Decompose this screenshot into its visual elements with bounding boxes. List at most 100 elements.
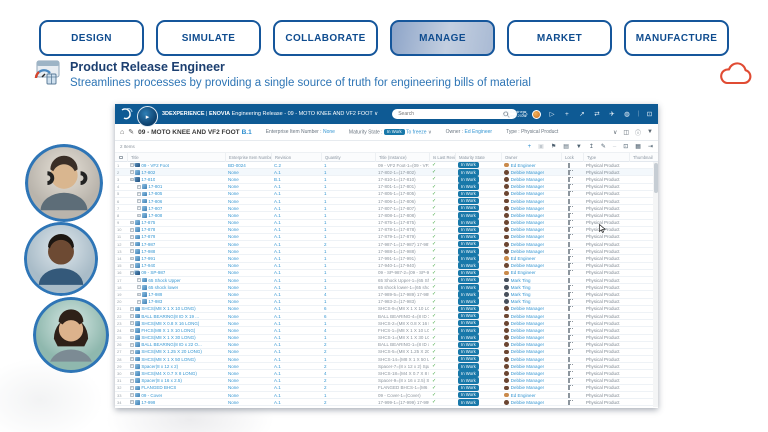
row-quantity[interactable]: 2 xyxy=(324,349,327,355)
table-row[interactable]: 30 + SHCS(M4 X 0.7 X 8 LONG) None A.1 4 … xyxy=(115,370,658,378)
lock-icon[interactable] xyxy=(568,212,570,218)
search-icon[interactable] xyxy=(503,110,510,118)
table-row[interactable]: 16 + 09 - SP-987 None A.1 1 09 - SP-987-… xyxy=(115,269,658,277)
row-owner-link[interactable]: Debbie Manager xyxy=(510,327,545,333)
row-title-link[interactable]: FLANGED BHCS xyxy=(141,385,177,391)
row-ein[interactable]: None xyxy=(228,205,239,211)
row-quantity[interactable]: 1 xyxy=(324,234,327,240)
row-maturity-badge[interactable]: In Work xyxy=(458,284,479,291)
row-ein[interactable]: None xyxy=(228,198,239,204)
row-expander-icon[interactable]: + xyxy=(130,393,134,398)
row-title-link[interactable]: 17-878 xyxy=(141,227,156,233)
table-row[interactable]: 11 + 17-879 None A.1 1 17-879-1=(17-879)… xyxy=(115,233,658,242)
row-revision[interactable]: A.1 xyxy=(274,299,281,305)
row-owner-link[interactable]: Debbie Manager xyxy=(510,313,545,319)
row-maturity-badge[interactable]: In Work xyxy=(458,176,479,183)
row-expander-icon[interactable]: + xyxy=(137,199,141,204)
column-header[interactable]: Revision xyxy=(271,153,321,162)
row-maturity-badge[interactable]: In Work xyxy=(458,305,479,313)
row-maturity-badge[interactable]: In Work xyxy=(458,341,479,349)
table-row[interactable]: 25 + SHCS(M8 X 1 X 30 LONG) None A.1 1 S… xyxy=(115,334,658,342)
row-title-link[interactable]: 17-879 xyxy=(141,234,156,240)
row-expander-icon[interactable]: + xyxy=(130,177,134,182)
row-quantity[interactable]: 1 xyxy=(324,162,327,168)
lock-icon[interactable] xyxy=(568,284,570,290)
row-expander-icon[interactable]: + xyxy=(130,321,134,326)
flag-icon[interactable]: ⚑ xyxy=(550,144,557,150)
row-maturity-badge[interactable]: In Work xyxy=(458,298,479,305)
row-owner-link[interactable]: Debbie Manager xyxy=(510,227,545,233)
row-revision[interactable]: A.1 xyxy=(274,371,281,377)
row-expander-icon[interactable]: + xyxy=(130,170,134,175)
row-quantity[interactable]: 1 xyxy=(324,248,327,254)
row-title-link[interactable]: SHCS(M8 X 1 X 30 LONG) xyxy=(141,335,196,341)
row-revision[interactable]: A.1 xyxy=(274,342,281,348)
row-expander-icon[interactable]: + xyxy=(130,342,134,347)
row-ein[interactable]: None xyxy=(228,399,239,405)
row-owner-link[interactable]: Debbie Manager xyxy=(510,241,545,247)
lock-icon[interactable] xyxy=(568,306,570,312)
chart-icon[interactable]: ◫ xyxy=(623,129,630,136)
row-quantity[interactable]: 2 xyxy=(324,363,327,369)
lock-icon[interactable] xyxy=(568,220,570,226)
row-revision[interactable]: A.1 xyxy=(274,313,281,319)
collapse-chevron-icon[interactable]: ∨ xyxy=(612,129,618,136)
row-title-link[interactable]: 17-805 xyxy=(148,191,163,197)
row-title-link[interactable]: Spacer(8 x 12 x 2) xyxy=(141,363,179,369)
table-row[interactable]: 15 + 17-940 None A.1 1 17-940-1=(17-940)… xyxy=(115,262,658,270)
row-ein[interactable]: None xyxy=(228,248,239,254)
row-quantity[interactable]: 4 xyxy=(324,291,327,297)
lock-icon[interactable] xyxy=(568,169,570,175)
grid-view-icon[interactable]: ▦ xyxy=(635,144,641,150)
table-row[interactable]: 31 + Spacer(8 x 16 x 2.5) None A.1 2 Spa… xyxy=(115,377,658,385)
row-ein[interactable]: None xyxy=(228,392,239,398)
row-ein[interactable]: None xyxy=(228,234,239,240)
row-expander-icon[interactable]: + xyxy=(130,371,134,376)
row-owner-link[interactable]: Debbie Manager xyxy=(510,385,545,391)
table-row[interactable]: 24 + FHCS(M8 X 1 X 10 LONG) None A.1 4 F… xyxy=(115,327,658,335)
row-ein[interactable]: None xyxy=(228,378,239,384)
row-expander-icon[interactable]: + xyxy=(130,364,134,369)
print-icon[interactable]: ▤ xyxy=(563,144,569,150)
row-ein[interactable]: None xyxy=(228,327,239,333)
lock-icon[interactable] xyxy=(568,191,570,197)
row-title-link[interactable]: 17-987 xyxy=(141,241,156,247)
row-ein[interactable]: None xyxy=(228,169,239,175)
search-input[interactable] xyxy=(398,111,504,117)
tag-icon[interactable]: ◇ xyxy=(522,111,528,118)
row-ein[interactable]: None xyxy=(228,270,239,276)
row-title-link[interactable]: 17-983 xyxy=(148,299,163,305)
row-quantity[interactable]: 4 xyxy=(324,371,327,377)
row-ein[interactable]: None xyxy=(228,277,239,283)
exit-icon[interactable]: ⇥ xyxy=(647,144,653,150)
column-header[interactable]: Quantity xyxy=(321,153,375,162)
row-expander-icon[interactable]: + xyxy=(130,306,134,311)
row-quantity[interactable]: 1 xyxy=(324,299,327,305)
row-ein[interactable]: None xyxy=(228,349,239,355)
row-expander-icon[interactable]: + xyxy=(130,271,134,275)
row-maturity-badge[interactable]: In Work xyxy=(458,233,479,241)
share-icon[interactable]: ↗ xyxy=(579,111,585,118)
table-row[interactable]: 14 + 17-991 None A.1 1 17-991-1=(17-991)… xyxy=(115,255,658,263)
lock-icon[interactable] xyxy=(568,371,570,377)
table-row[interactable]: 32 + FLANGED BHCS None A.1 2 FLANGED BHC… xyxy=(115,384,658,392)
column-header[interactable]: Maturity State xyxy=(455,153,501,162)
row-ein[interactable]: None xyxy=(228,176,239,182)
nav-tab-manage[interactable]: MANAGE xyxy=(390,20,495,56)
row-revision[interactable]: A.1 xyxy=(274,378,281,384)
column-header[interactable]: Type xyxy=(583,153,629,162)
row-revision[interactable]: A.1 xyxy=(274,284,281,290)
row-title-link[interactable]: 09 - VF2 Foot xyxy=(141,162,169,168)
row-maturity-badge[interactable]: In Work xyxy=(458,312,479,320)
row-owner-link[interactable]: Debbie Manager xyxy=(510,306,545,312)
table-row[interactable]: 34 + 17-999 None A.1 2 17-999-1=(17-999)… xyxy=(115,399,658,407)
table-row[interactable]: 4 + 17-801 None A.1 1 17-801-1=(17-801) … xyxy=(115,183,658,191)
row-expander-icon[interactable]: + xyxy=(130,378,134,383)
lock-icon[interactable] xyxy=(568,299,570,305)
row-quantity[interactable]: 2 xyxy=(324,385,327,391)
row-title-link[interactable]: 65 shock lower xyxy=(148,284,179,290)
row-title-link[interactable]: FHCS(M8 X 1 X 10 LONG) xyxy=(141,327,196,333)
row-maturity-badge[interactable]: In Work xyxy=(458,262,479,269)
row-revision[interactable]: A.1 xyxy=(274,212,281,218)
row-revision[interactable]: A.1 xyxy=(274,356,281,362)
